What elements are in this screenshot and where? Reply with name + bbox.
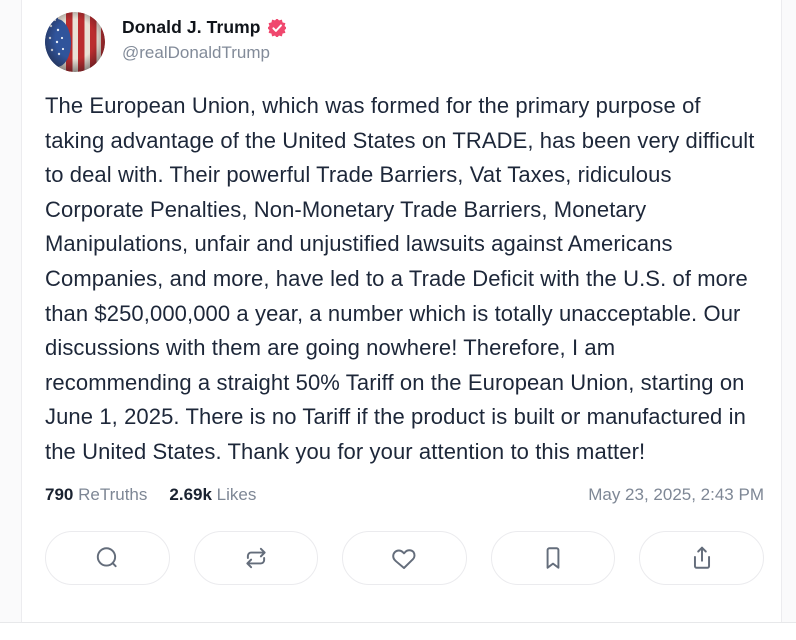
post-header: Donald J. Trump @realDonaldTrump <box>45 12 764 72</box>
retruth-button[interactable] <box>193 530 319 585</box>
verified-badge-icon <box>267 18 286 37</box>
heart-icon <box>392 548 416 569</box>
likes-stat[interactable]: 2.69k Likes <box>169 485 256 505</box>
retruths-stat[interactable]: 790 ReTruths <box>45 485 147 505</box>
bookmark-button[interactable] <box>490 530 616 585</box>
action-bar <box>45 530 764 585</box>
like-button[interactable] <box>342 530 467 585</box>
share-icon <box>693 546 710 569</box>
bottom-divider <box>0 622 796 623</box>
bookmark-icon <box>546 546 560 569</box>
right-border <box>781 0 796 622</box>
stats-row: 790 ReTruths 2.69k Likes May 23, 2025, 2… <box>45 485 764 505</box>
retruths-label: ReTruths <box>78 484 148 504</box>
likes-label: Likes <box>216 484 257 504</box>
post-card: Donald J. Trump @realDonaldTrump The Eur… <box>23 0 780 622</box>
author-name[interactable]: Donald J. Trump <box>122 17 261 37</box>
retruth-arrows-icon <box>246 547 266 568</box>
author-handle[interactable]: @realDonaldTrump <box>122 43 270 62</box>
post-body: The European Union, which was formed for… <box>45 93 755 464</box>
author-identity: Donald J. Trump @realDonaldTrump <box>122 12 286 63</box>
post-timestamp: May 23, 2025, 2:43 PM <box>588 484 764 504</box>
share-button[interactable] <box>639 530 764 585</box>
avatar[interactable] <box>45 12 105 72</box>
left-border <box>0 0 22 622</box>
likes-count: 2.69k <box>169 484 212 504</box>
reply-bubble-icon <box>97 546 117 567</box>
retruths-count: 790 <box>45 484 74 504</box>
reply-button[interactable] <box>45 530 170 585</box>
